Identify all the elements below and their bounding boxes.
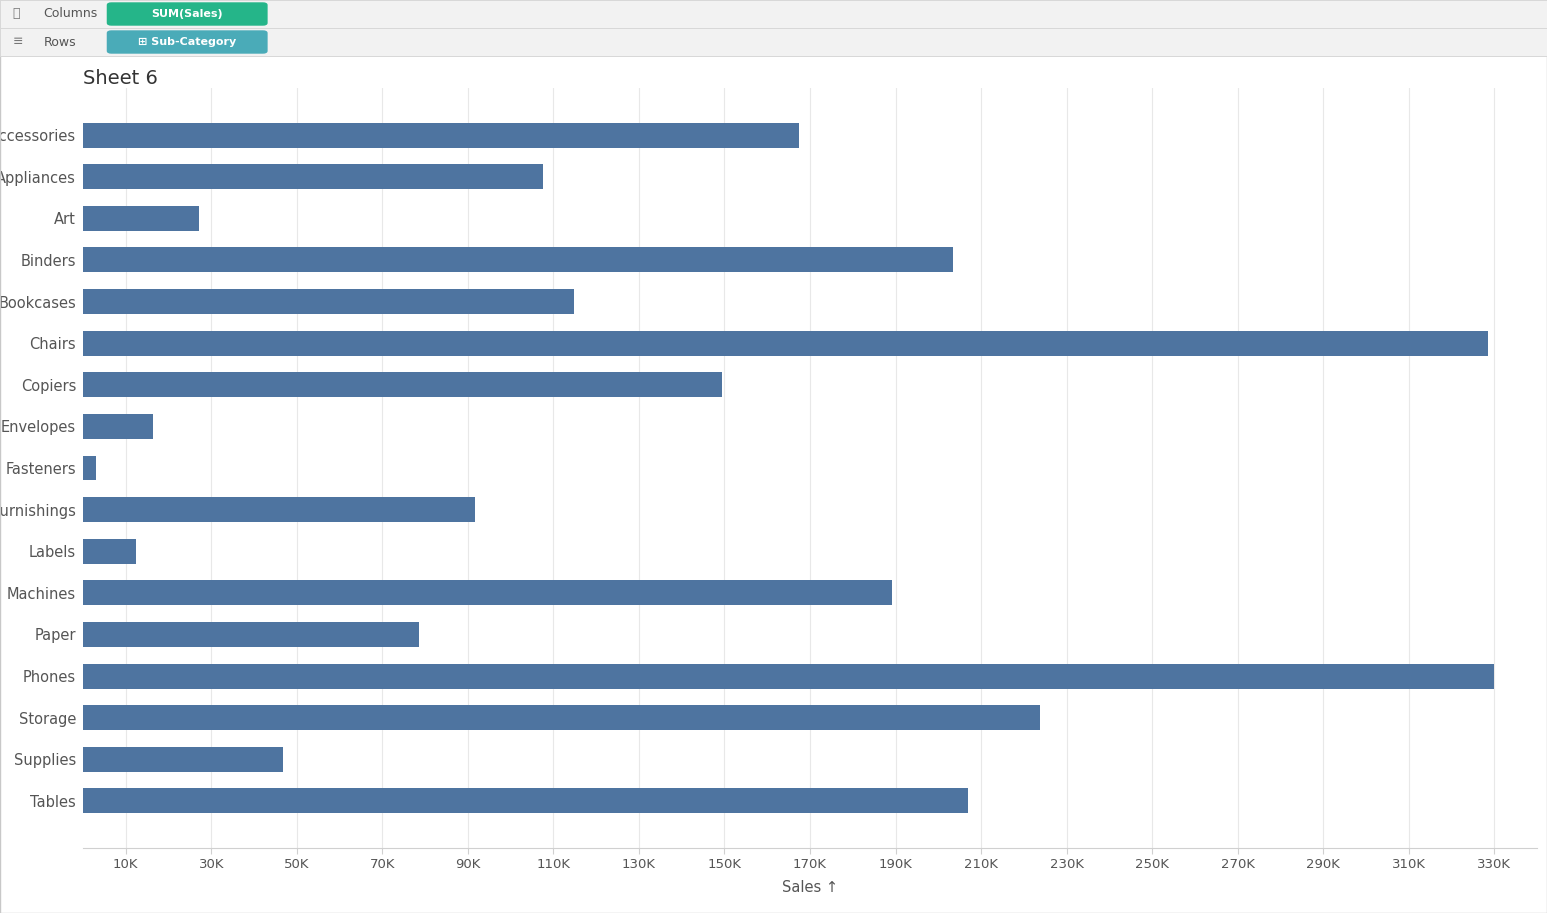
Bar — [84, 498, 475, 522]
Text: SUM(Sales): SUM(Sales) — [152, 9, 223, 19]
Bar — [84, 539, 136, 563]
Bar — [84, 705, 1040, 730]
Bar — [84, 581, 893, 605]
Bar — [84, 205, 200, 231]
Bar — [84, 456, 96, 480]
Bar — [84, 747, 283, 771]
Bar — [84, 331, 1488, 356]
Bar — [84, 664, 1494, 688]
Text: ⫶: ⫶ — [12, 7, 20, 20]
Text: Sheet 6: Sheet 6 — [84, 68, 158, 88]
Bar — [84, 164, 543, 189]
Bar — [84, 289, 574, 314]
Bar — [84, 622, 419, 647]
Text: Rows: Rows — [43, 36, 76, 48]
Bar — [84, 414, 153, 439]
Bar — [84, 789, 968, 813]
Text: ≡: ≡ — [12, 36, 23, 48]
Text: ⊞ Sub-Category: ⊞ Sub-Category — [138, 37, 237, 47]
X-axis label: Sales ↑: Sales ↑ — [781, 880, 838, 895]
Text: Columns: Columns — [43, 7, 97, 20]
Bar — [84, 247, 953, 272]
Bar — [84, 373, 722, 397]
Bar — [84, 122, 798, 148]
